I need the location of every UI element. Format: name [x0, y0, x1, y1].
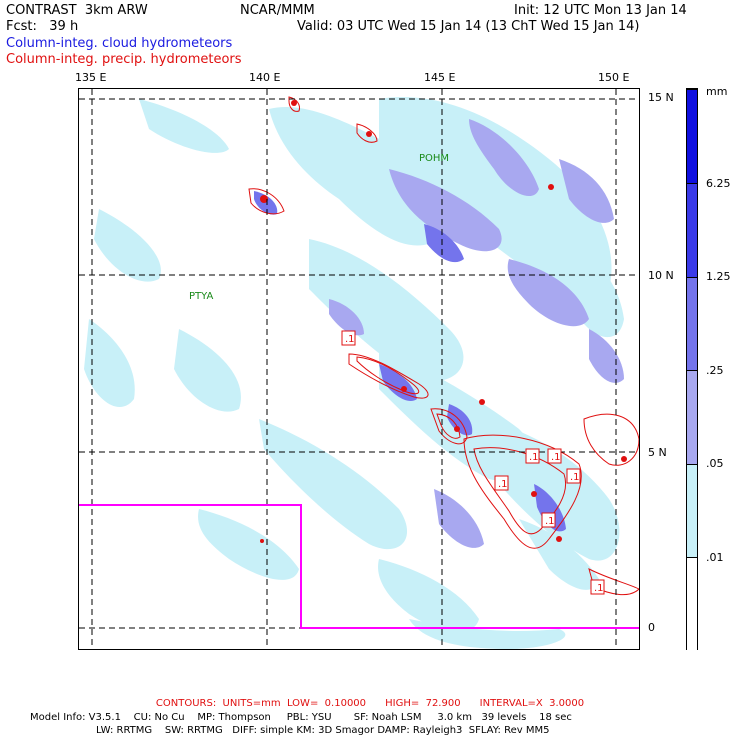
lon-label-135: 135 E — [75, 71, 107, 84]
colorbar-label: 6.25 — [706, 177, 731, 190]
model-info-2: LW: RRTMG SW: RRTMG DIFF: simple KM: 3D … — [96, 725, 550, 736]
title-center: NCAR/MMM — [240, 3, 315, 18]
box-label: .1 — [545, 516, 555, 527]
map-svg: .1 .1 .1 .1 .1 .1 .1 POHM PTYA — [79, 89, 639, 649]
cloud-mid-patches — [329, 119, 624, 548]
precip-cells — [260, 100, 627, 543]
contour-label-boxes — [341, 330, 605, 595]
colorbar-band-5 — [687, 464, 697, 557]
lon-label-150: 150 E — [598, 71, 630, 84]
legend-precip: Column-integ. precip. hydrometeors — [6, 52, 242, 67]
colorbar-band-1 — [687, 89, 697, 183]
lon-label-145: 145 E — [424, 71, 456, 84]
colorbar-unit: mm — [706, 85, 728, 98]
domain-boundary — [79, 504, 639, 629]
colorbar-label: .05 — [706, 457, 724, 470]
colorbar — [686, 88, 698, 651]
box-label: .1 — [498, 479, 508, 490]
colorbar-band-2 — [687, 183, 697, 277]
colorbar-band-4 — [687, 370, 697, 464]
station-pohm: POHM — [419, 153, 449, 164]
cloud-light-patches — [84, 97, 624, 649]
title-left: CONTRAST 3km ARW — [6, 3, 148, 18]
station-labels: POHM PTYA — [189, 153, 449, 302]
box-label: .1 — [345, 334, 355, 345]
station-ptya: PTYA — [189, 291, 213, 302]
init-time: Init: 12 UTC Mon 13 Jan 14 — [514, 3, 687, 18]
colorbar-label: .01 — [706, 551, 724, 564]
forecast-hour: Fcst: 39 h — [6, 19, 79, 34]
box-label: .1 — [529, 452, 539, 463]
box-label: .1 — [594, 583, 604, 594]
map-panel[interactable]: .1 .1 .1 .1 .1 .1 .1 POHM PTYA — [78, 88, 640, 650]
lon-label-140: 140 E — [249, 71, 281, 84]
contours-info: CONTOURS: UNITS=mm LOW= 0.10000 HIGH= 72… — [155, 698, 585, 709]
legend-cloud: Column-integ. cloud hydrometeors — [6, 36, 233, 51]
colorbar-label: 1.25 — [706, 270, 731, 283]
lat-label-10n: 10 N — [648, 269, 674, 282]
colorbar-label: .25 — [706, 364, 724, 377]
model-info-1: Model Info: V3.5.1 CU: No Cu MP: Thompso… — [30, 712, 572, 723]
colorbar-band-3 — [687, 277, 697, 370]
lat-label-15n: 15 N — [648, 91, 674, 104]
valid-time: Valid: 03 UTC Wed 15 Jan 14 (13 ChT Wed … — [297, 19, 640, 34]
lat-label-0: 0 — [648, 621, 655, 634]
box-label: .1 — [551, 452, 561, 463]
colorbar-band-6 — [687, 557, 697, 651]
box-label: .1 — [570, 472, 580, 483]
lat-label-5n: 5 N — [648, 446, 667, 459]
contour-label-text: .1 .1 .1 .1 .1 .1 .1 — [345, 334, 604, 594]
